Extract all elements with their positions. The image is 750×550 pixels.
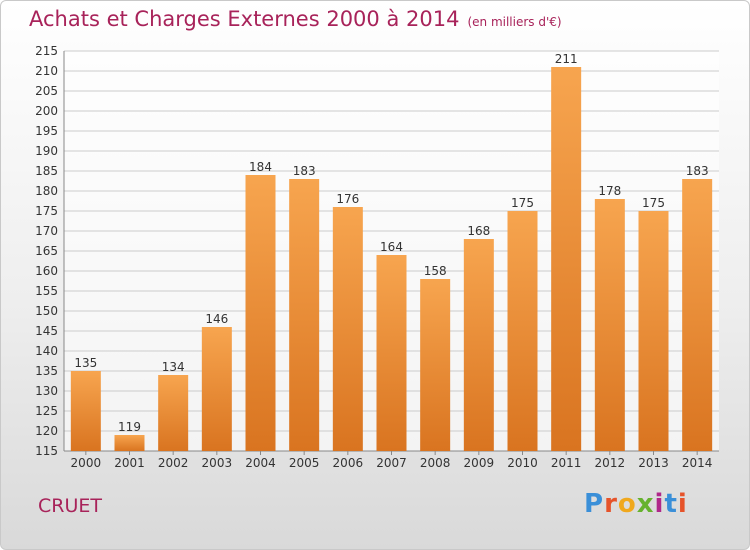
title-text: Achats et Charges Externes 2000 à 2014	[29, 7, 460, 31]
y-tick-label: 145	[35, 324, 58, 338]
logo-letter: o	[617, 489, 637, 519]
y-tick-label: 125	[35, 404, 58, 418]
logo-letter: t	[664, 489, 678, 519]
y-tick-label: 185	[35, 164, 58, 178]
x-tick-label: 2005	[289, 456, 320, 470]
x-tick-label: 2010	[507, 456, 538, 470]
y-tick-label: 165	[35, 244, 58, 258]
bar	[682, 179, 713, 451]
bar-value-label: 175	[642, 196, 665, 210]
y-tick-label: 160	[35, 264, 58, 278]
bar	[507, 211, 538, 451]
x-tick-label: 2007	[376, 456, 407, 470]
bar-value-label: 176	[336, 192, 359, 206]
proxiti-logo: Proxiti	[584, 489, 688, 519]
bar	[70, 371, 101, 451]
x-tick-label: 2003	[202, 456, 233, 470]
bar	[245, 175, 276, 451]
x-tick-label: 2001	[114, 456, 145, 470]
bar	[201, 327, 232, 451]
x-tick-label: 2009	[464, 456, 495, 470]
bar-value-label: 164	[380, 240, 403, 254]
y-tick-label: 180	[35, 184, 58, 198]
bar	[638, 211, 669, 451]
logo-letter: r	[604, 489, 618, 519]
x-tick-label: 2000	[71, 456, 102, 470]
bar	[158, 375, 189, 451]
bar	[289, 179, 320, 451]
y-tick-label: 210	[35, 64, 58, 78]
chart-title: Achats et Charges Externes 2000 à 2014 (e…	[29, 7, 562, 31]
bar-value-label: 178	[598, 184, 621, 198]
x-tick-label: 2014	[682, 456, 713, 470]
y-tick-label: 205	[35, 84, 58, 98]
x-tick-label: 2004	[245, 456, 276, 470]
x-tick-label: 2002	[158, 456, 189, 470]
bar	[594, 199, 625, 451]
y-tick-label: 155	[35, 284, 58, 298]
y-tick-label: 150	[35, 304, 58, 318]
bar-value-label: 134	[162, 360, 185, 374]
bar-value-label: 119	[118, 420, 141, 434]
y-tick-label: 120	[35, 424, 58, 438]
y-tick-label: 170	[35, 224, 58, 238]
y-tick-label: 115	[35, 444, 58, 458]
logo-letter: P	[584, 489, 605, 519]
y-tick-label: 215	[35, 44, 58, 58]
x-tick-label: 2006	[333, 456, 364, 470]
y-tick-label: 140	[35, 344, 58, 358]
x-tick-label: 2008	[420, 456, 451, 470]
bar	[376, 255, 407, 451]
bar-value-label: 183	[686, 164, 709, 178]
x-tick-label: 2013	[638, 456, 669, 470]
bar-value-label: 135	[74, 356, 97, 370]
bar-value-label: 158	[424, 264, 447, 278]
bar-value-label: 183	[293, 164, 316, 178]
y-tick-label: 130	[35, 384, 58, 398]
bar-value-label: 211	[555, 52, 578, 66]
bar-value-label: 146	[205, 312, 228, 326]
bar	[463, 239, 494, 451]
bar	[420, 279, 451, 451]
chart-subtitle: (en milliers d'€)	[467, 15, 562, 29]
y-tick-label: 190	[35, 144, 58, 158]
y-tick-label: 135	[35, 364, 58, 378]
commune-name: CRUET	[38, 495, 102, 517]
y-tick-label: 200	[35, 104, 58, 118]
bar-value-label: 184	[249, 160, 272, 174]
logo-letter: i	[654, 489, 665, 519]
logo-letter: x	[636, 489, 655, 519]
bar-value-label: 168	[467, 224, 490, 238]
bar	[332, 207, 363, 451]
logo-letter: i	[677, 489, 688, 519]
x-tick-label: 2012	[595, 456, 626, 470]
y-tick-label: 195	[35, 124, 58, 138]
y-tick-label: 175	[35, 204, 58, 218]
x-tick-label: 2011	[551, 456, 582, 470]
bar	[114, 435, 145, 451]
bar	[551, 67, 582, 451]
bar-value-label: 175	[511, 196, 534, 210]
